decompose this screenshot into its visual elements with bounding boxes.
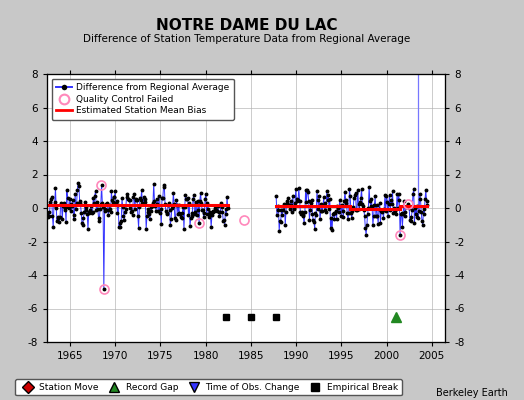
Text: Difference of Station Temperature Data from Regional Average: Difference of Station Temperature Data f… xyxy=(83,34,410,44)
Legend: Station Move, Record Gap, Time of Obs. Change, Empirical Break: Station Move, Record Gap, Time of Obs. C… xyxy=(15,379,402,396)
Text: Berkeley Earth: Berkeley Earth xyxy=(436,388,508,398)
Text: NOTRE DAME DU LAC: NOTRE DAME DU LAC xyxy=(156,18,337,33)
Legend: Difference from Regional Average, Quality Control Failed, Estimated Station Mean: Difference from Regional Average, Qualit… xyxy=(52,78,234,120)
